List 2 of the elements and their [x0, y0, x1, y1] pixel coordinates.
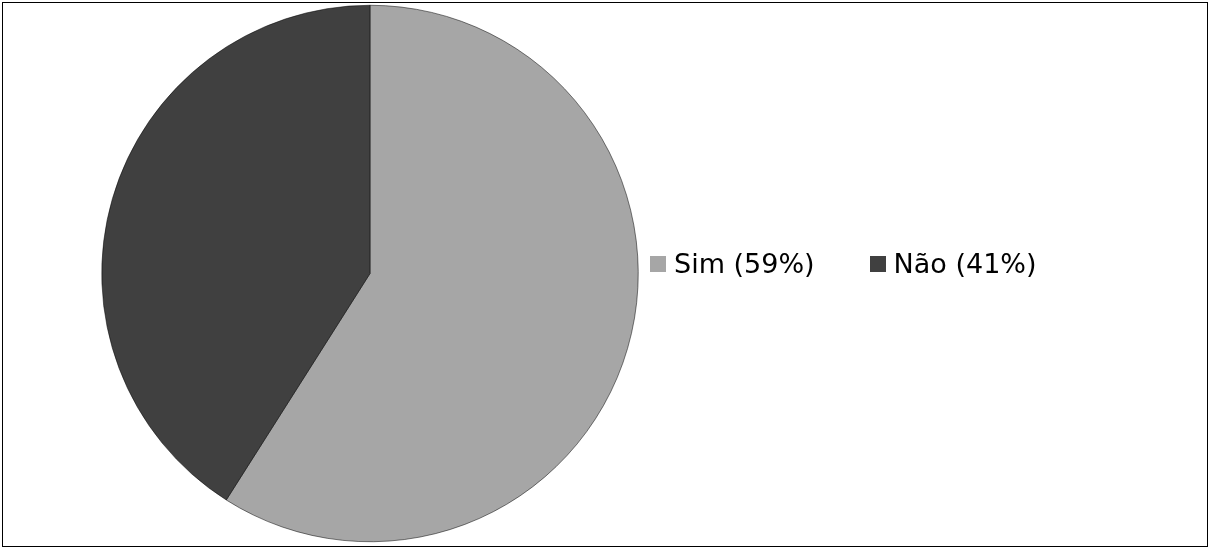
- legend-label: Não (41%): [893, 248, 1037, 279]
- legend-label: Sim (59%): [674, 248, 815, 279]
